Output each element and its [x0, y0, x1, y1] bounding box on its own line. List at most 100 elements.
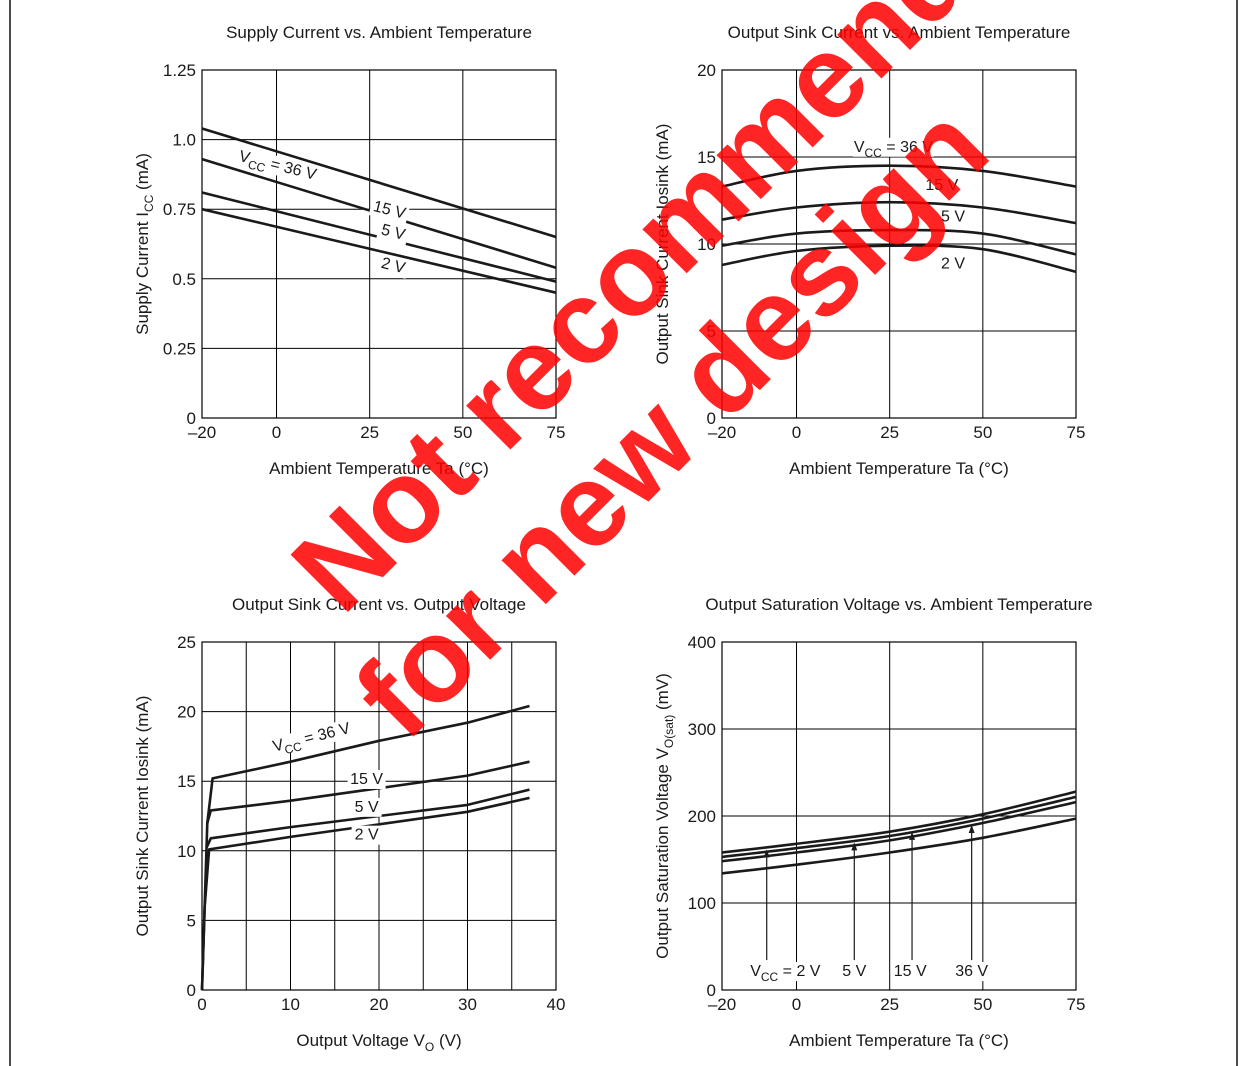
x-tick-label: –20	[708, 995, 736, 1014]
x-tick-label-part-0: 50	[973, 423, 992, 442]
y-axis-label-part-2: (mV)	[653, 673, 672, 715]
y-tick-label: 100	[688, 894, 716, 913]
x-tick-label-part-0: 25	[360, 423, 379, 442]
y-axis-label: Supply Current ICC (mA)	[133, 153, 156, 335]
watermark: Not recommend for new design	[267, 0, 1012, 763]
x-tick-label-part-0: 0	[272, 423, 281, 442]
series-line	[205, 788, 530, 849]
chart-3: 0 10 20 30 40 0 5 10 15 20 25 Output Sink Current v…	[133, 595, 565, 1054]
series-label-part-0: 36 V	[955, 963, 988, 980]
series-line	[200, 796, 530, 991]
series-line	[721, 817, 1077, 875]
x-tick-label-part-0: 30	[458, 995, 477, 1014]
series-label-part-0: 5 V	[379, 222, 407, 244]
y-tick-label-part-0: 10	[697, 235, 716, 254]
x-axis-label: Ambient Temperature Ta (°C)	[789, 1031, 1009, 1050]
series-label-backing	[376, 219, 410, 246]
y-tick-label: 0.75	[163, 200, 196, 219]
y-tick-label-part-0: 25	[177, 633, 196, 652]
series-label: 36 V	[955, 963, 988, 980]
series-label-part-0: V	[271, 737, 286, 756]
series-line	[721, 800, 1077, 863]
y-tick-label-part-0: 20	[697, 61, 716, 80]
series-label-part-0: 15 V	[925, 177, 958, 194]
x-tick-label: –20	[188, 423, 216, 442]
x-tick-label-part-0: –20	[708, 423, 736, 442]
x-tick-label-part-0: 75	[1067, 995, 1086, 1014]
y-axis-label: Output Sink Current Iosink (mA)	[133, 696, 152, 937]
x-tick-label: –20	[708, 423, 736, 442]
y-tick-label: 10	[177, 842, 196, 861]
y-tick-label-part-0: 1.0	[172, 131, 196, 150]
plot-frame	[201, 641, 557, 991]
plot-frame	[201, 69, 557, 419]
x-tick-label-part-0: –20	[188, 423, 216, 442]
series-line	[201, 207, 557, 294]
y-tick-label: 300	[688, 720, 716, 739]
series-label: 5 V	[355, 799, 379, 816]
x-tick-label: 0	[272, 423, 281, 442]
y-tick-label-part-0: 0	[707, 981, 716, 1000]
y-tick-label-part-0: 10	[177, 842, 196, 861]
series-line	[721, 790, 1077, 854]
series-label-backing	[938, 207, 969, 227]
x-axis-label-part-1: O	[425, 1040, 434, 1054]
y-tick-label-part-0: 400	[688, 633, 716, 652]
y-tick-label-part-0: 15	[697, 148, 716, 167]
x-axis-label-part-2: (V)	[434, 1031, 461, 1050]
y-axis-label-part-0: Supply Current I	[133, 212, 152, 335]
y-tick-label-part-0: 5	[187, 911, 196, 930]
y-tick-label: 10	[697, 235, 716, 254]
x-tick-label-part-0: 20	[370, 995, 389, 1014]
x-tick-label-part-0: –20	[708, 995, 736, 1014]
x-axis-label-part-0: Ambient Temperature Ta (°C)	[789, 459, 1009, 478]
series-label-backing	[347, 769, 386, 789]
series-line	[200, 704, 530, 991]
x-tick-label: 25	[880, 423, 899, 442]
chart-title: Output Sink Current vs. Ambient Temperat…	[728, 23, 1071, 42]
series-label: 15 V	[350, 771, 383, 788]
x-tick-label: 75	[1067, 423, 1086, 442]
series-line	[721, 164, 1077, 188]
y-axis-label: Output Saturation Voltage VO(sat) (mV)	[653, 673, 676, 959]
series-label-backing	[235, 146, 320, 185]
series-label-part-0: 5 V	[842, 963, 866, 980]
y-tick-label: 0	[707, 981, 716, 1000]
x-tick-label-part-0: 0	[197, 995, 206, 1014]
x-tick-label: 50	[973, 423, 992, 442]
x-tick-label: 50	[973, 995, 992, 1014]
x-tick-label-part-0: 25	[880, 423, 899, 442]
y-axis-label-part-0: Output Sink Current Iosink (mA)	[653, 124, 672, 365]
y-tick-label-part-0: 200	[688, 807, 716, 826]
series-label-backing	[952, 962, 991, 982]
x-tick-label: 75	[547, 423, 566, 442]
chart-title-part-0: Output Sink Current vs. Output Voltage	[232, 595, 526, 614]
x-tick-label-part-0: 25	[880, 995, 899, 1014]
series-line	[721, 244, 1077, 274]
chart-title-part-0: Output Sink Current vs. Ambient Temperat…	[728, 23, 1071, 42]
series-label-part-2: = 36 V	[298, 720, 352, 749]
series-label-backing	[368, 196, 411, 225]
series-label-backing	[748, 962, 822, 982]
y-tick-label: 200	[688, 807, 716, 826]
y-tick-label: 1.25	[163, 61, 196, 80]
x-tick-label-part-0: 50	[973, 995, 992, 1014]
x-axis-label-part-0: Output Voltage V	[296, 1031, 425, 1050]
y-axis-label-part-0: Output Saturation Voltage V	[653, 747, 672, 958]
series-label-part-0: 2 V	[941, 255, 965, 272]
y-tick-label-part-0: 1.25	[163, 61, 196, 80]
x-tick-label: 75	[1067, 995, 1086, 1014]
y-tick-label-part-0: 0	[187, 981, 196, 1000]
y-tick-label: 15	[177, 772, 196, 791]
plot-grid	[721, 641, 1077, 991]
series-label-part-2: = 36 V	[882, 139, 933, 156]
y-tick-label: 0.5	[172, 270, 196, 289]
series-label-backing	[938, 254, 969, 274]
x-axis-label: Ambient Temperature Ta (°C)	[269, 459, 489, 478]
series-label-backing	[922, 176, 961, 196]
series-label-backing	[852, 137, 935, 157]
plot-frame	[721, 641, 1077, 991]
y-tick-label-part-0: 15	[177, 772, 196, 791]
y-axis-label-part-1: O(sat)	[662, 715, 676, 748]
